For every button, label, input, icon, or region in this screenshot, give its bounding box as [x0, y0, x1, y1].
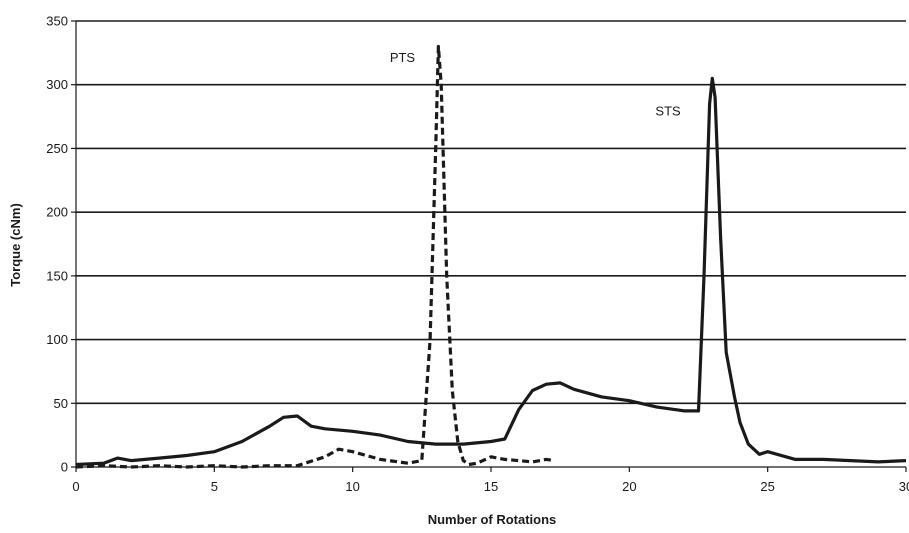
x-tick-label: 10: [345, 479, 359, 494]
y-tick-label: 50: [54, 396, 68, 411]
y-tick-label: 300: [46, 77, 68, 92]
y-tick-label: 350: [46, 14, 68, 29]
series: [75, 44, 907, 469]
x-tick-label: 25: [760, 479, 774, 494]
tick-labels: 0 50 100 150 200 250 300 350 0 5 10 15 20 25 30: [46, 14, 909, 495]
series-labels: PTS STS: [390, 50, 681, 119]
series-line-sts: [75, 76, 907, 467]
tick-marks: [71, 20, 907, 472]
gridlines: [76, 20, 906, 405]
x-tick-label: 30: [899, 479, 909, 494]
x-tick-label: 5: [211, 479, 218, 494]
series-line-pts: [75, 44, 555, 469]
y-tick-label: 100: [46, 332, 68, 347]
y-tick-label: 0: [61, 460, 68, 475]
series-label-pts: PTS: [390, 50, 416, 65]
y-axis-title: Torque (cNm): [8, 203, 23, 287]
y-tick-label: 250: [46, 141, 68, 156]
y-tick-label: 200: [46, 205, 68, 220]
x-axis-title: Number of Rotations: [428, 512, 557, 527]
y-tick-label: 150: [46, 268, 68, 283]
x-tick-label: 20: [622, 479, 636, 494]
x-tick-label: 0: [72, 479, 79, 494]
axes: [75, 21, 906, 468]
series-label-sts: STS: [655, 103, 681, 118]
x-tick-label: 15: [484, 479, 498, 494]
